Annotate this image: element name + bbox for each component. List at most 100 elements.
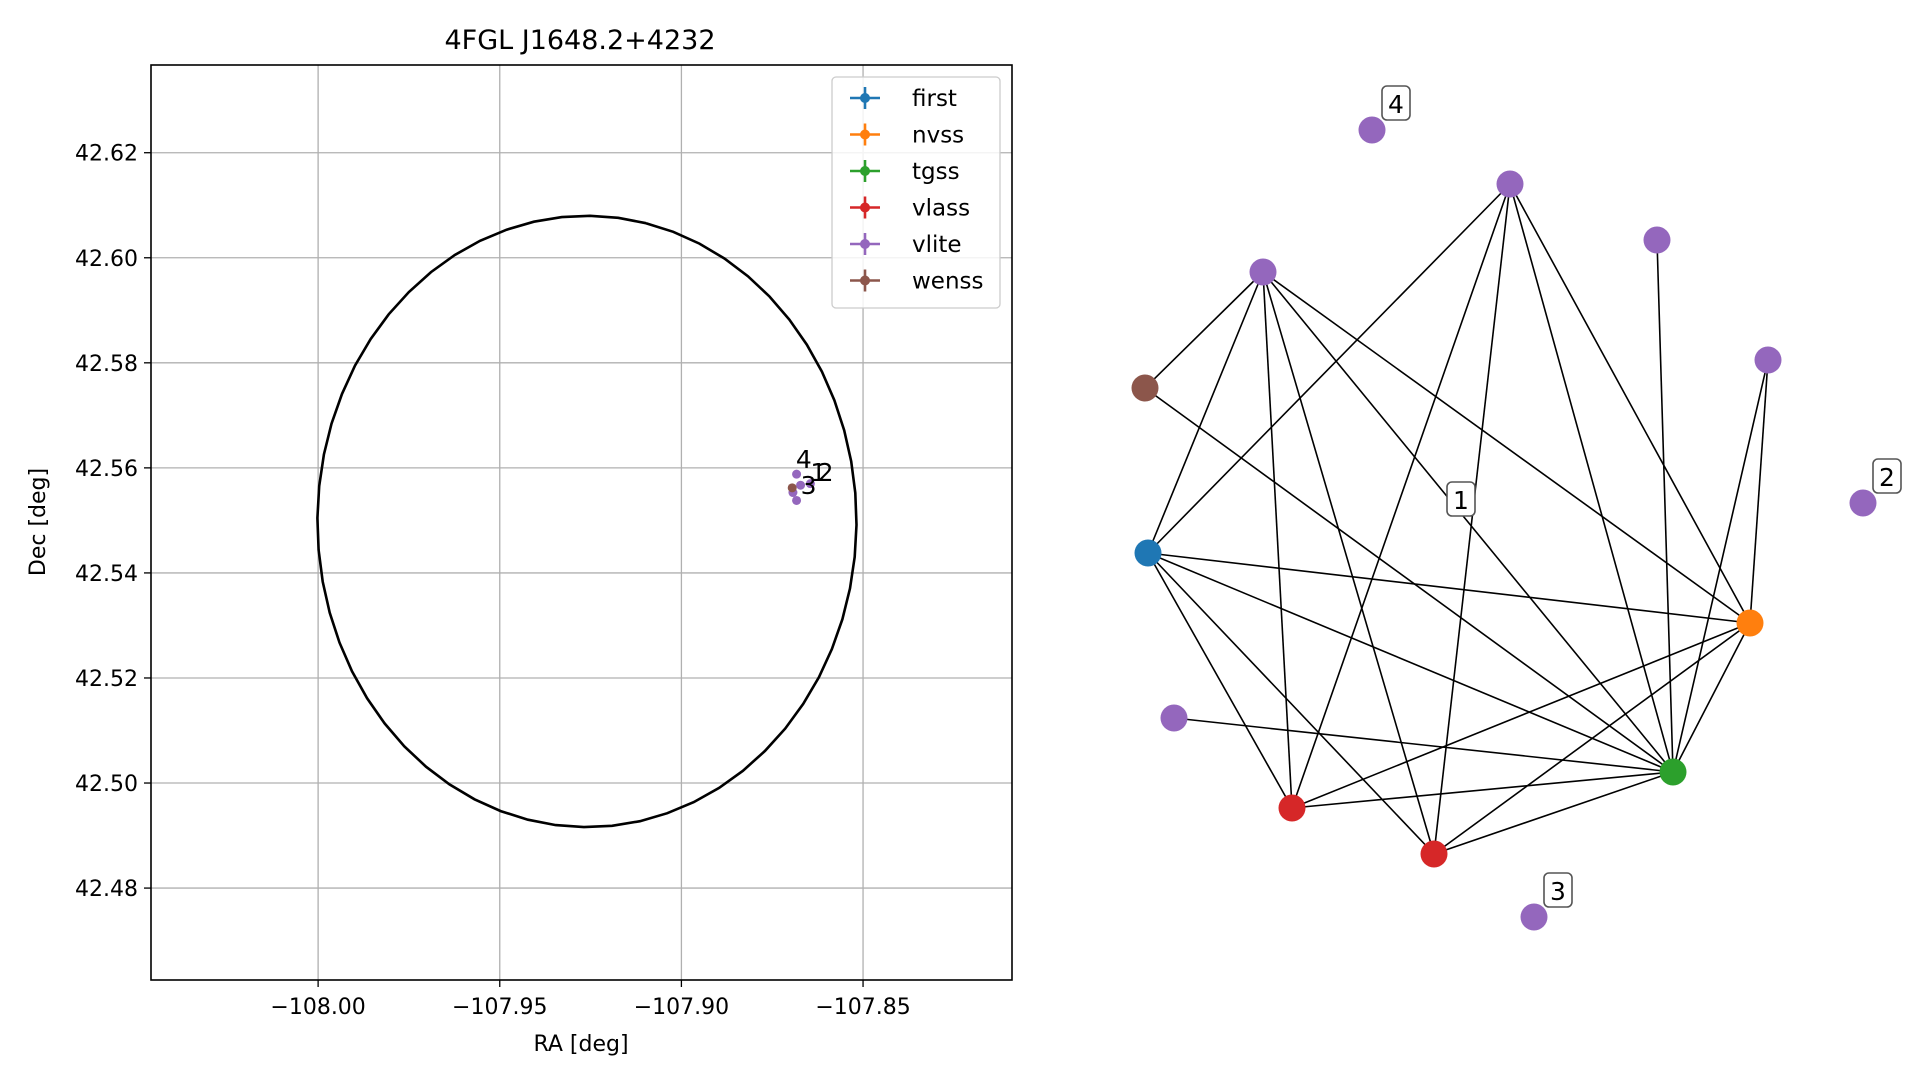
point-annotation: 2	[818, 458, 834, 487]
point-vlite	[805, 479, 815, 489]
node-label-box: 1	[1446, 481, 1476, 517]
node-nvss	[1736, 609, 1764, 637]
scatter-points	[787, 469, 815, 505]
legend-item-nvss: nvss	[850, 123, 964, 149]
point-vlite	[792, 469, 802, 479]
node-label-text: 4	[1388, 90, 1404, 119]
node-vlite	[1754, 346, 1782, 374]
ellipse-outline	[316, 214, 858, 829]
x-tick-label: −108.00	[270, 995, 365, 1020]
legend-swatch-marker	[860, 166, 870, 176]
point-wenss	[787, 483, 797, 493]
node-vlite	[1160, 704, 1188, 732]
legend-item-tgss: tgss	[850, 159, 960, 185]
node-label-box: 3	[1543, 872, 1573, 908]
legend-item-vlass: vlass	[850, 196, 970, 222]
network-node-labels: 4 2 3 1	[1381, 85, 1902, 908]
node-label-box: 4	[1381, 85, 1411, 121]
chart-title: 4FGL J1648.2+4232	[444, 25, 715, 56]
y-tick-label: 42.48	[75, 877, 138, 902]
label-frame	[1543, 872, 1573, 908]
node-label-text: 3	[1550, 877, 1566, 906]
legend-swatch-marker	[860, 93, 870, 103]
network-edge	[1291, 183, 1511, 809]
legend-swatch-marker	[860, 202, 870, 213]
network-edge	[1509, 183, 1751, 624]
network-edge	[1262, 271, 1435, 855]
network-edge	[1147, 271, 1264, 554]
network-edge	[1144, 387, 1674, 773]
node-wenss	[1131, 374, 1159, 402]
x-tick-label: −107.95	[452, 995, 547, 1020]
label-frame	[1872, 458, 1902, 494]
legend-label: vlass	[912, 196, 970, 222]
node-vlite	[1643, 226, 1671, 254]
y-tick-label: 42.62	[75, 142, 138, 167]
node-label-text: 2	[1879, 463, 1895, 492]
node-label-box: 2	[1872, 458, 1902, 494]
x-tick-label: −107.90	[634, 995, 729, 1020]
legend-swatch-marker	[860, 129, 870, 140]
y-tick-label: 42.52	[75, 667, 138, 692]
legend-item-wenss: wenss	[850, 269, 984, 295]
y-axis-label: Dec [deg]	[26, 468, 51, 576]
point-annotation: 4	[796, 445, 812, 474]
y-axis-ticks: 42.48 42.50 42.52 42.54 42.56 42.58 42.60 42.62	[75, 142, 151, 902]
network-edge	[1509, 183, 1674, 773]
legend-label: first	[912, 86, 957, 112]
node-label-text: 1	[1453, 486, 1469, 515]
label-frame	[1381, 85, 1411, 121]
node-first	[1134, 539, 1162, 567]
network-edge	[1672, 622, 1751, 773]
network-edge	[1147, 552, 1674, 773]
network-edge	[1262, 271, 1293, 809]
network-edge	[1433, 771, 1674, 855]
legend-label: wenss	[912, 269, 984, 295]
network-edges	[1144, 183, 1769, 855]
legend-label: vlite	[912, 232, 962, 258]
network-edge	[1433, 622, 1751, 855]
network-edge	[1147, 183, 1511, 554]
node-vlite	[1496, 170, 1524, 198]
node-vlite	[1520, 903, 1548, 931]
point-vlite	[792, 495, 802, 505]
confidence-ellipse	[316, 214, 858, 829]
legend-swatch-marker	[860, 239, 870, 249]
network-edge	[1262, 271, 1674, 773]
network-edge	[1147, 552, 1751, 624]
node-vlite	[1358, 116, 1386, 144]
network-edge	[1147, 552, 1293, 809]
x-tick-label: −107.85	[815, 995, 910, 1020]
network-panel: 4 2 3 1	[1131, 85, 1902, 931]
legend-label: nvss	[912, 123, 964, 149]
grid-lines	[151, 65, 1012, 980]
x-axis-label: RA [deg]	[533, 1032, 628, 1057]
network-edge	[1291, 622, 1751, 809]
legend: first nvss tgss vlass vlite wenss	[831, 76, 1001, 309]
legend-item-vlite: vlite	[850, 232, 962, 258]
y-tick-label: 42.50	[75, 772, 138, 797]
node-tgss	[1659, 758, 1687, 786]
plot-frame	[150, 64, 1013, 981]
point-annotation: 1	[810, 458, 826, 487]
network-nodes	[1131, 116, 1877, 931]
network-edge	[1749, 359, 1769, 624]
network-edge	[1173, 717, 1674, 773]
label-frame	[1446, 481, 1476, 517]
network-edge	[1291, 771, 1674, 809]
y-tick-label: 42.54	[75, 562, 138, 587]
network-edge	[1672, 359, 1769, 773]
legend-label: tgss	[912, 159, 960, 185]
network-edge	[1433, 183, 1511, 855]
node-vlass	[1420, 840, 1448, 868]
point-vlite	[796, 480, 806, 490]
point-annotation: 3	[801, 471, 817, 500]
node-vlite	[1849, 489, 1877, 517]
legend-item-first: first	[850, 86, 957, 112]
node-vlass	[1278, 794, 1306, 822]
y-tick-label: 42.60	[75, 247, 138, 272]
legend-swatch-marker	[860, 275, 870, 286]
